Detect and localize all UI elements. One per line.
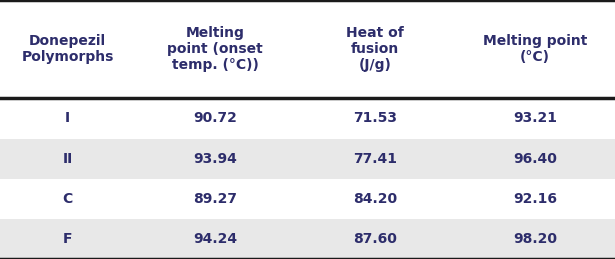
Text: 93.21: 93.21 <box>513 111 557 126</box>
Text: II: II <box>63 152 73 166</box>
Text: 89.27: 89.27 <box>193 192 237 206</box>
Text: Melting
point (onset
temp. (°C)): Melting point (onset temp. (°C)) <box>167 26 263 73</box>
Text: 84.20: 84.20 <box>353 192 397 206</box>
Text: 92.16: 92.16 <box>513 192 557 206</box>
Text: Melting point
(°C): Melting point (°C) <box>483 34 587 64</box>
Text: 93.94: 93.94 <box>193 152 237 166</box>
Text: C: C <box>63 192 73 206</box>
Text: 87.60: 87.60 <box>353 232 397 246</box>
Text: F: F <box>63 232 73 246</box>
Text: 77.41: 77.41 <box>353 152 397 166</box>
Text: Heat of
fusion
(J/g): Heat of fusion (J/g) <box>346 26 404 73</box>
Text: 96.40: 96.40 <box>513 152 557 166</box>
Bar <box>0 0 615 98</box>
Text: 90.72: 90.72 <box>193 111 237 126</box>
Bar <box>0 219 615 259</box>
Bar <box>0 98 615 139</box>
Text: Donepezil
Polymorphs: Donepezil Polymorphs <box>22 34 114 64</box>
Bar <box>0 179 615 219</box>
Text: I: I <box>65 111 70 126</box>
Text: 71.53: 71.53 <box>353 111 397 126</box>
Bar <box>0 139 615 179</box>
Text: 98.20: 98.20 <box>513 232 557 246</box>
Text: 94.24: 94.24 <box>193 232 237 246</box>
